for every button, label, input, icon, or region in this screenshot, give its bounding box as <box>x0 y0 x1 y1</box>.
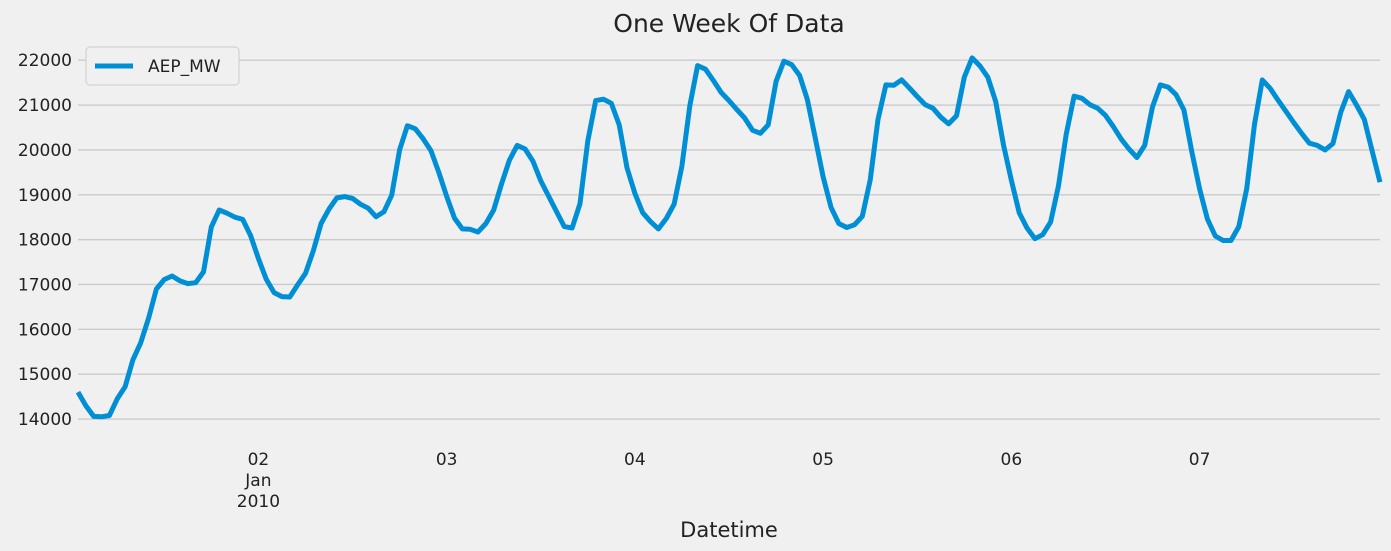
y-tick-label: 18000 <box>18 231 72 251</box>
y-tick-label: 19000 <box>18 186 72 206</box>
chart-title: One Week Of Data <box>613 9 844 38</box>
x-tick-label: 06 <box>1001 450 1023 470</box>
x-tick-label: Jan <box>244 471 271 491</box>
legend: AEP_MW <box>85 46 240 86</box>
y-tick-label: 21000 <box>18 96 72 116</box>
x-tick-label: 02 <box>248 450 270 470</box>
y-tick-label: 22000 <box>18 51 72 71</box>
x-tick-label: 04 <box>624 450 646 470</box>
y-tick-label: 14000 <box>18 410 72 430</box>
x-tick-label: 05 <box>812 450 834 470</box>
series-line-aep-mw <box>75 55 1383 420</box>
x-tick-label: 2010 <box>237 492 280 512</box>
y-tick-label: 15000 <box>18 365 72 385</box>
legend-label-aep-mw: AEP_MW <box>148 57 221 77</box>
x-tick-label: 07 <box>1189 450 1211 470</box>
legend-frame <box>85 46 240 86</box>
series-layer <box>75 55 1383 420</box>
x-tick-label: 03 <box>436 450 458 470</box>
y-tick-label: 16000 <box>18 320 72 340</box>
y-axis-ticks: 14000 15000 16000 17000 18000 19000 20000 21000… <box>18 51 72 430</box>
y-tick-label: 17000 <box>18 275 72 295</box>
y-tick-label: 20000 <box>18 141 72 161</box>
x-axis-label: Datetime <box>680 518 778 542</box>
